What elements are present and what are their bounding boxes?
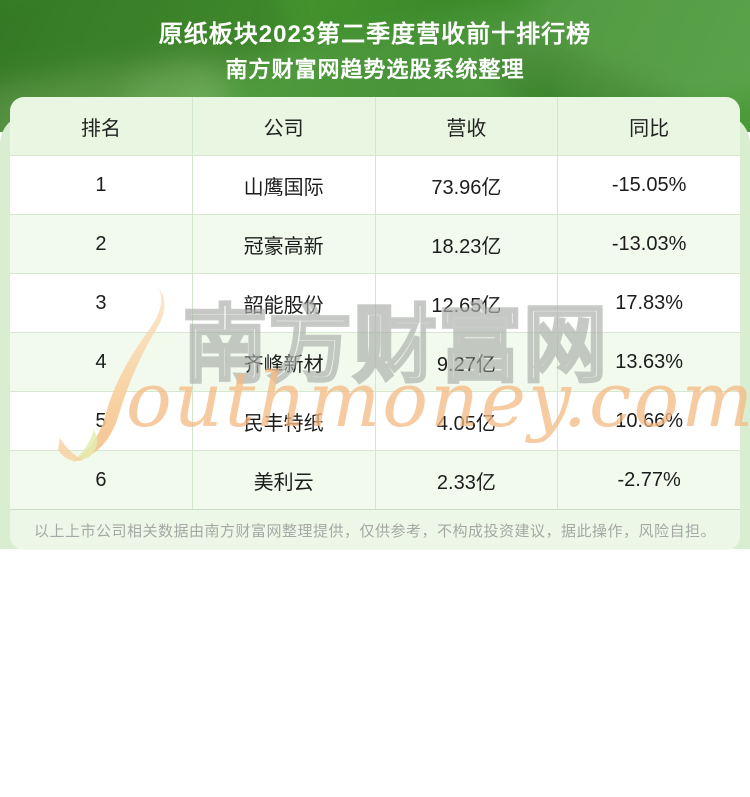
table-row: 3 韶能股份 12.65亿 17.83% bbox=[10, 273, 740, 332]
table-row: 1 山鹰国际 73.96亿 -15.05% bbox=[10, 155, 740, 214]
column-header-rank: 排名 bbox=[80, 117, 121, 140]
rank-cell: 3 bbox=[95, 291, 107, 314]
yoy-cell: 10.66% bbox=[557, 392, 740, 450]
revenue-cell: 73.96亿 bbox=[374, 156, 558, 214]
revenue-cell: 18.23亿 bbox=[374, 215, 558, 273]
column-header-revenue: 营收 bbox=[374, 97, 558, 155]
company-cell: 韶能股份 bbox=[191, 274, 375, 332]
yoy-cell: -15.05% bbox=[557, 156, 740, 214]
page-title: 原纸板块2023第二季度营收前十排行榜 bbox=[158, 21, 592, 48]
yoy-cell: 13.63% bbox=[557, 333, 740, 391]
revenue-cell: 9.27亿 bbox=[374, 333, 558, 391]
page-header: 原纸板块2023第二季度营收前十排行榜 南方财富网趋势选股系统整理 bbox=[0, 0, 750, 83]
disclaimer-text: 以上上市公司相关数据由南方财富网整理提供，仅供参考，不构成投资建议，据此操作，风… bbox=[10, 509, 740, 550]
table-row: 4 齐峰新材 9.27亿 13.63% bbox=[10, 332, 740, 391]
column-header-yoy: 同比 bbox=[557, 97, 740, 155]
ranking-table: 排名 公司 营收 同比 1 山鹰国际 73.96亿 -15.05% 2 冠豪高新… bbox=[10, 97, 740, 550]
company-cell: 山鹰国际 bbox=[191, 156, 375, 214]
rank-cell: 4 bbox=[95, 350, 107, 373]
rank-cell: 6 bbox=[95, 468, 107, 491]
revenue-cell: 12.65亿 bbox=[374, 274, 558, 332]
yoy-cell: -13.03% bbox=[557, 215, 740, 273]
page-subtitle: 南方财富网趋势选股系统整理 bbox=[225, 57, 525, 82]
revenue-cell: 2.33亿 bbox=[374, 451, 558, 509]
table-header-row: 排名 公司 营收 同比 bbox=[10, 97, 740, 155]
yoy-cell: 17.83% bbox=[557, 274, 740, 332]
company-cell: 民丰特纸 bbox=[191, 392, 375, 450]
column-header-company: 公司 bbox=[191, 97, 375, 155]
company-cell: 齐峰新材 bbox=[191, 333, 375, 391]
table-row: 6 美利云 2.33亿 -2.77% bbox=[10, 450, 740, 509]
company-cell: 冠豪高新 bbox=[191, 215, 375, 273]
table-row: 5 民丰特纸 4.05亿 10.66% bbox=[10, 391, 740, 450]
yoy-cell: -2.77% bbox=[557, 451, 740, 509]
rank-cell: 2 bbox=[95, 232, 107, 255]
revenue-cell: 4.05亿 bbox=[374, 392, 558, 450]
rank-cell: 1 bbox=[95, 173, 107, 196]
table-row: 2 冠豪高新 18.23亿 -13.03% bbox=[10, 214, 740, 273]
rank-cell: 5 bbox=[95, 409, 107, 432]
company-cell: 美利云 bbox=[191, 451, 375, 509]
